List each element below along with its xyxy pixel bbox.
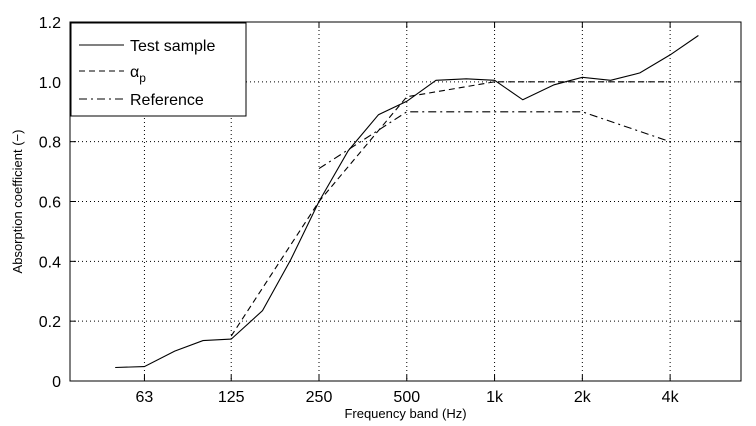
legend-box: [70, 22, 247, 117]
legend-label-test-sample: Test sample: [130, 38, 215, 55]
y-tick-label-0-4: 0.4: [39, 254, 61, 271]
x-tick-label-250: 250: [306, 389, 333, 406]
legend-label-alpha-subscript: p: [139, 71, 146, 85]
series-line-p: [230, 81, 671, 337]
y-tick-label-1-2: 1.2: [39, 15, 61, 32]
y-tick-label-0-8: 0.8: [39, 135, 61, 152]
y-axis-label: Absorption coefficient (−): [10, 130, 25, 274]
y-tick-label-1-0: 1.0: [39, 75, 61, 92]
y-tick-label-0-2: 0.2: [39, 314, 61, 331]
legend: Test sample αp Reference: [70, 22, 247, 117]
y-tick-label-0-6: 0.6: [39, 195, 61, 212]
x-tick-label-125: 125: [218, 389, 245, 406]
series-line-test-sample: [115, 35, 699, 369]
series-lines: [115, 35, 699, 369]
x-axis-label: Frequency band (Hz): [344, 406, 466, 421]
x-tick-label-2k: 2k: [574, 389, 592, 406]
y-tick-label-0: 0: [52, 374, 61, 391]
legend-label-reference: Reference: [130, 92, 204, 109]
legend-label-alpha-symbol: α: [130, 64, 139, 81]
x-tick-label-1k: 1k: [486, 389, 504, 406]
x-tick-label-500: 500: [393, 389, 420, 406]
x-tick-label-4k: 4k: [662, 389, 680, 406]
legend-label-alpha-p: αp: [130, 64, 146, 85]
x-tick-label-63: 63: [136, 389, 154, 406]
series-line-reference: [318, 111, 671, 170]
tick-labels: 63 125 250 500 1k 2k 4k 0 0.2 0.4 0.6 0.8 1.0 1.2: [39, 15, 680, 406]
